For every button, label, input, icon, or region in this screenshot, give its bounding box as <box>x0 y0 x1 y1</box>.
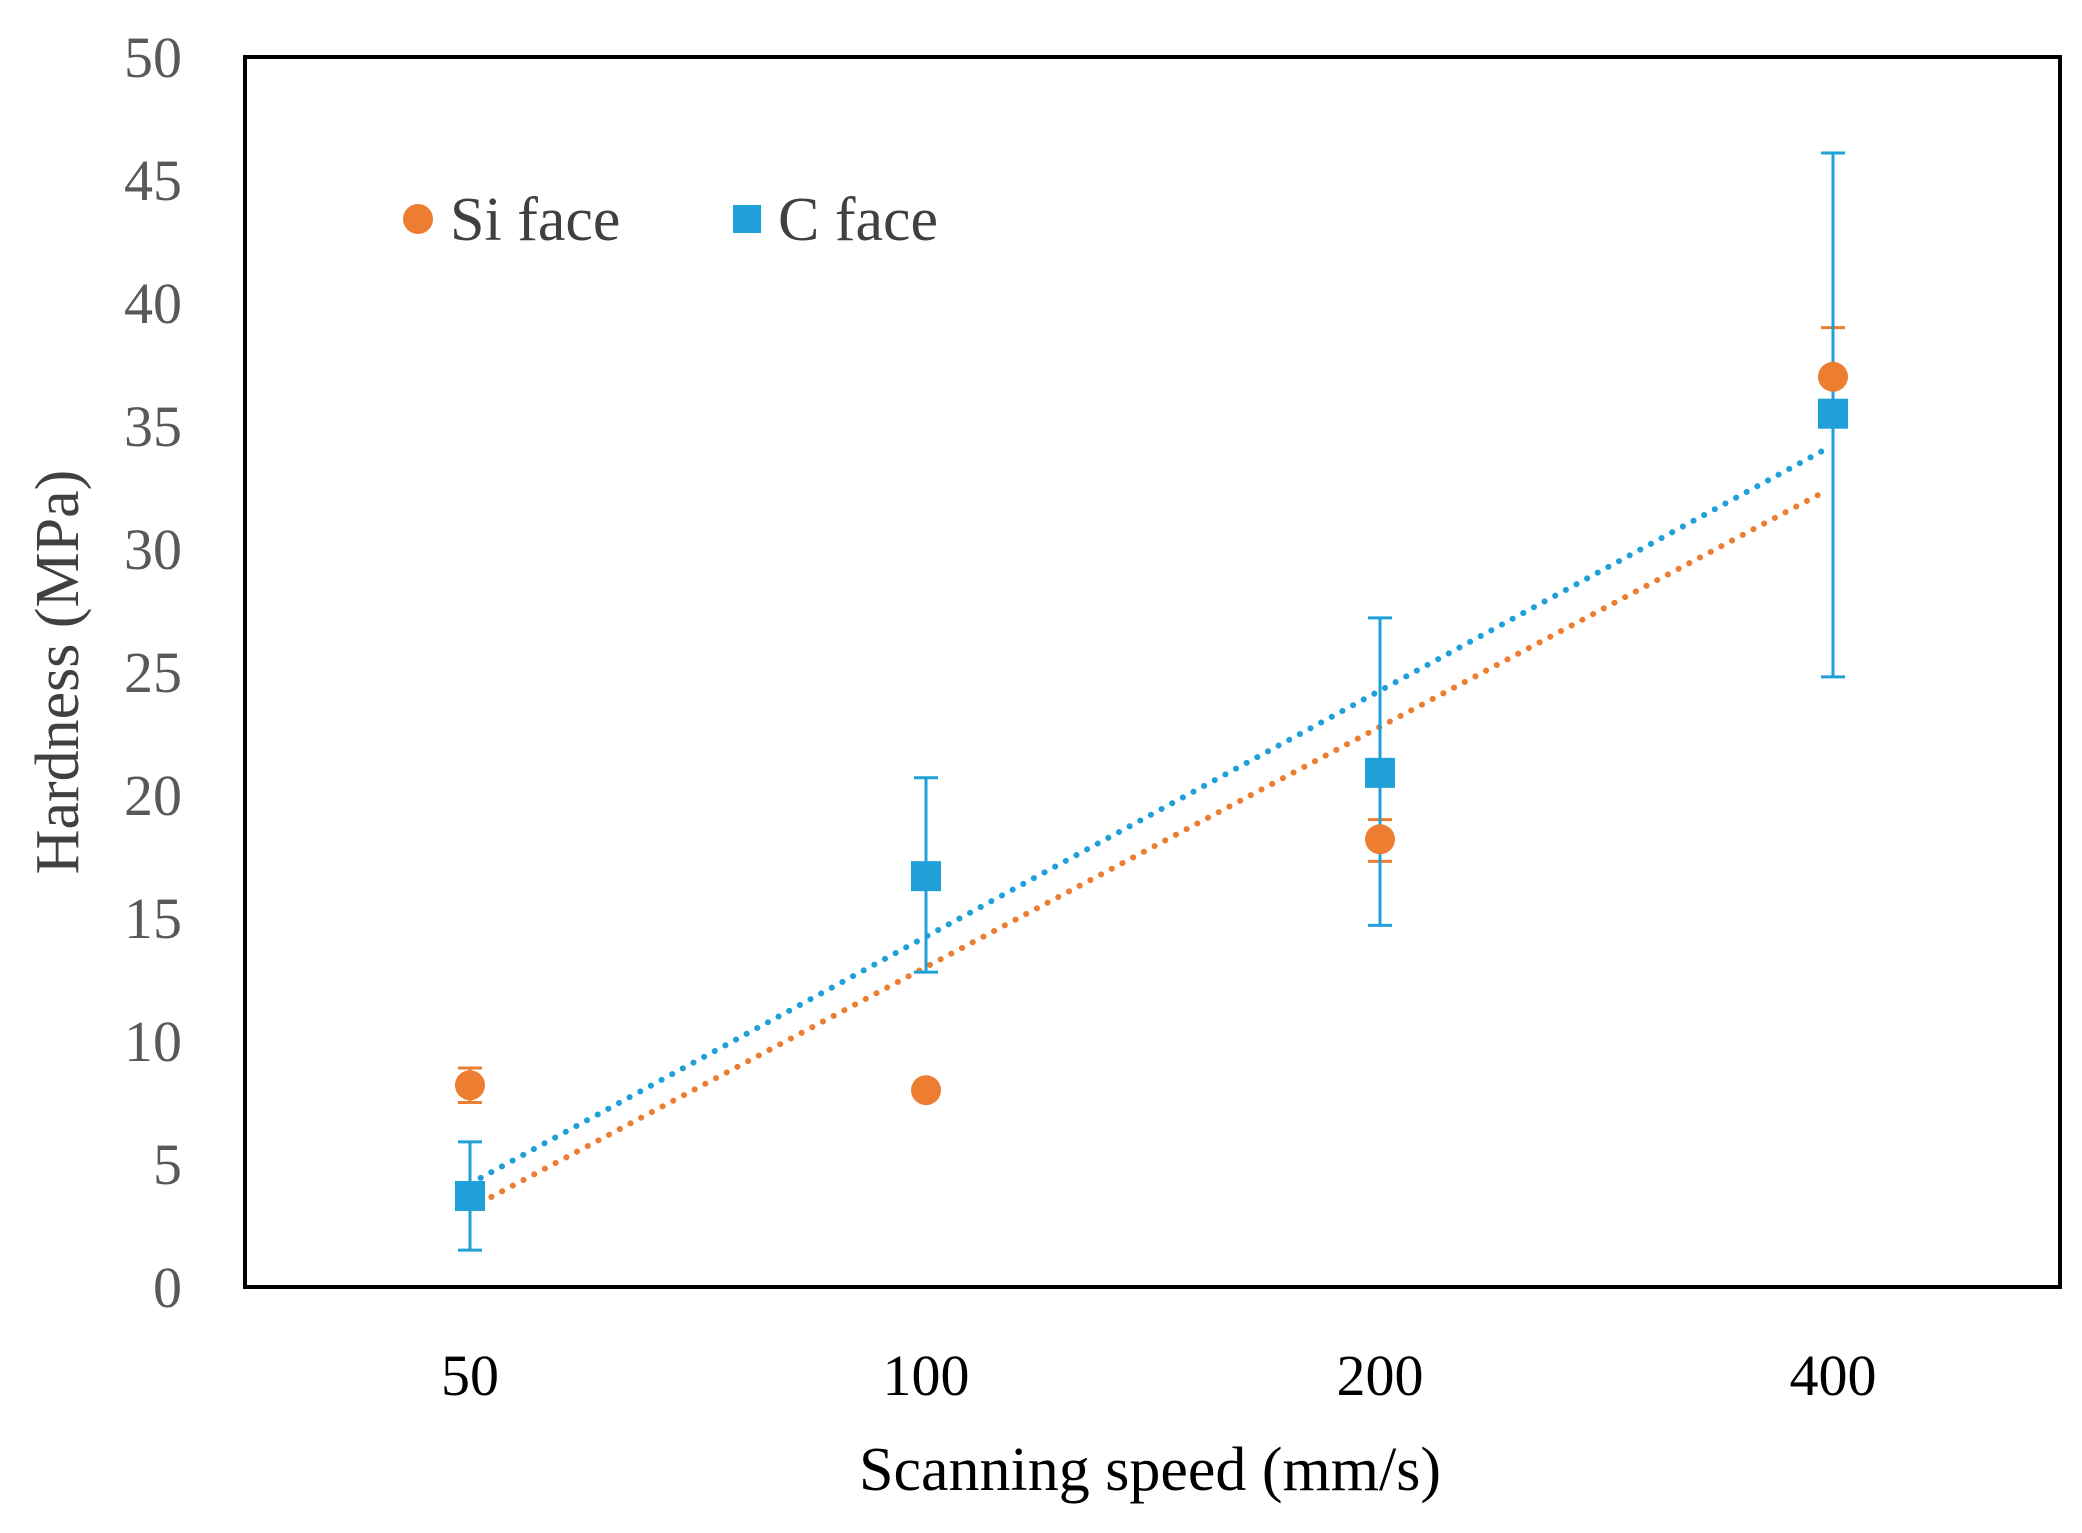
data-point-c-face <box>1818 398 1848 429</box>
y-axis-ticks: 0 5 10 15 20 25 30 35 40 45 50 <box>124 25 182 1320</box>
x-tick-label: 100 <box>883 1343 970 1408</box>
trendline-c-face <box>467 447 1826 1187</box>
y-tick-label: 25 <box>124 640 182 705</box>
legend-label-si-face: Si face <box>450 186 620 254</box>
legend: Si face C face <box>403 186 938 254</box>
y-tick-label: 5 <box>153 1132 182 1197</box>
data-point-c-face <box>911 861 941 892</box>
data-point-c-face <box>455 1180 485 1211</box>
trendlines <box>467 447 1826 1212</box>
y-tick-label: 0 <box>153 1255 182 1320</box>
legend-label-c-face: C face <box>778 186 938 254</box>
trendline-si-face <box>467 489 1826 1212</box>
y-tick-label: 50 <box>124 25 182 90</box>
data-point-si-face <box>455 1070 485 1101</box>
data-point-c-face <box>1365 757 1395 788</box>
legend-marker-c-face <box>733 205 761 233</box>
data-markers <box>455 361 1848 1211</box>
data-point-si-face <box>911 1075 941 1106</box>
data-point-si-face <box>1365 824 1395 855</box>
plot-area-frame <box>243 55 2062 1289</box>
y-tick-label: 35 <box>124 394 182 459</box>
y-tick-label: 15 <box>124 886 182 951</box>
y-tick-label: 40 <box>124 271 182 336</box>
x-tick-label: 200 <box>1337 1343 1424 1408</box>
x-tick-label: 400 <box>1790 1343 1877 1408</box>
data-point-si-face <box>1818 361 1848 392</box>
x-axis-ticks: 50 100 200 400 <box>441 1343 1877 1408</box>
y-tick-label: 45 <box>124 148 182 213</box>
y-tick-label: 10 <box>124 1009 182 1074</box>
y-axis-title: Hardness (MPa) <box>24 470 92 875</box>
y-tick-label: 30 <box>124 517 182 582</box>
x-tick-label: 50 <box>441 1343 499 1408</box>
x-axis-title: Scanning speed (mm/s) <box>859 1436 1441 1504</box>
legend-marker-si-face <box>403 204 433 234</box>
y-tick-label: 20 <box>124 763 182 828</box>
